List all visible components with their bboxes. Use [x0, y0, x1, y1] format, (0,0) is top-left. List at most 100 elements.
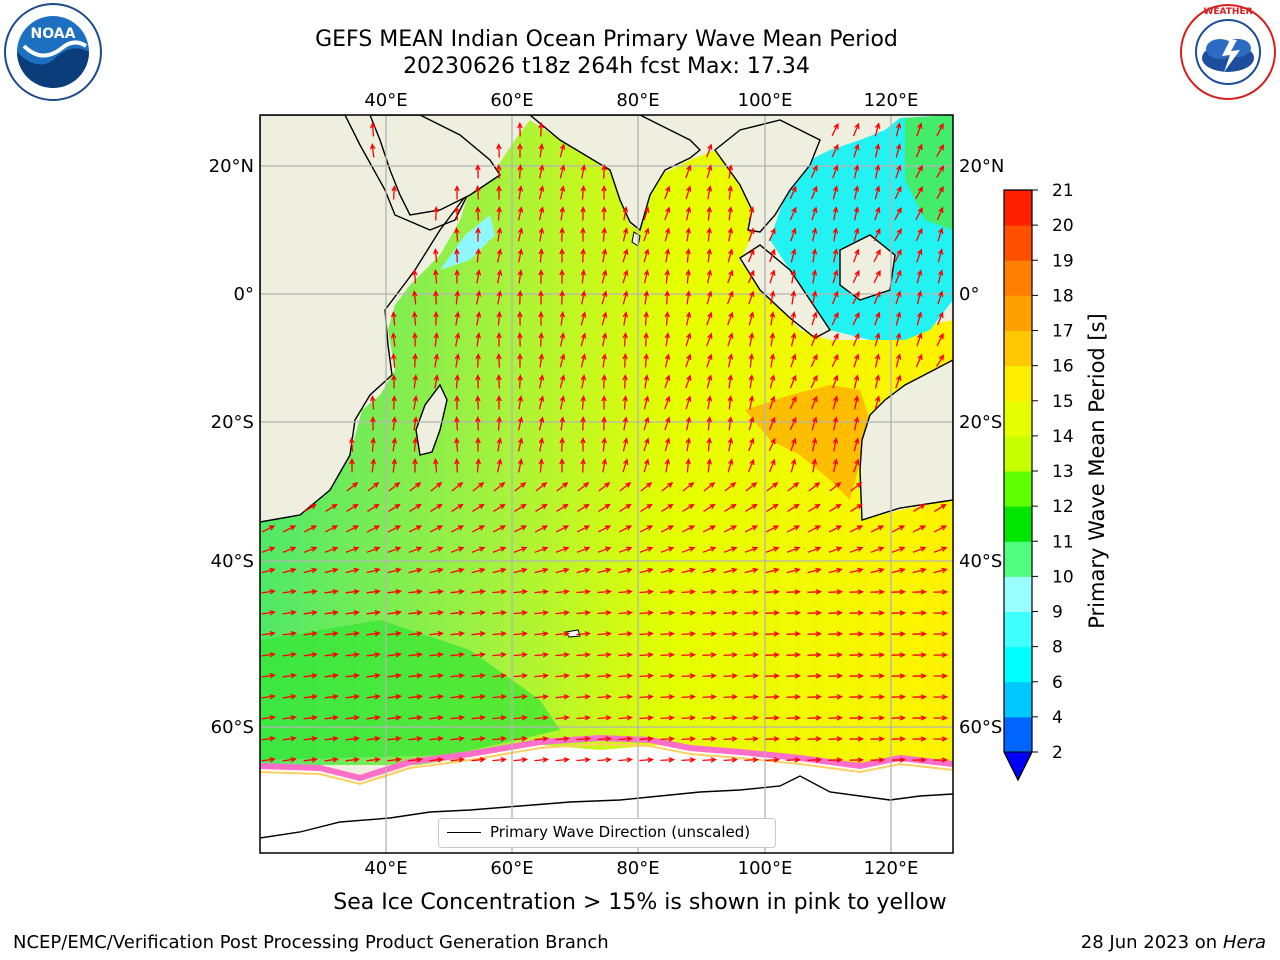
wave-direction-arrow: [387, 525, 402, 533]
wave-direction-arrow: [765, 757, 780, 763]
wave-direction-arrow: [933, 610, 949, 616]
wave-direction-arrow: [831, 332, 839, 347]
wave-direction-arrow: [643, 416, 650, 431]
wave-direction-arrow: [702, 631, 718, 637]
wave-direction-arrow: [933, 589, 949, 595]
lat-labels-right: 20°N 0° 20°S 40°S 60°S: [959, 156, 1004, 738]
wave-direction-arrow: [534, 610, 550, 616]
wave-direction-arrow: [639, 736, 655, 742]
wave-direction-arrow: [832, 416, 839, 431]
footer-machine: Hera: [1222, 932, 1266, 953]
wave-direction-arrow: [873, 248, 881, 263]
lon-label-bottom: 100°E: [738, 858, 793, 879]
wave-direction-arrow: [576, 610, 592, 616]
wave-direction-arrow: [496, 395, 502, 410]
wave-direction-arrow: [492, 693, 507, 700]
wave-direction-arrow: [681, 525, 696, 533]
wave-direction-arrow: [429, 651, 445, 658]
wave-direction-arrow: [873, 227, 881, 242]
wave-direction-arrow: [744, 567, 759, 574]
wave-direction-arrow: [475, 373, 481, 389]
wave-direction-arrow: [790, 311, 797, 326]
wave-direction-arrow: [576, 673, 592, 679]
wave-direction-arrow: [870, 694, 886, 700]
wave-direction-arrow: [664, 353, 671, 368]
wave-direction-arrow: [685, 206, 692, 221]
wave-direction-arrow: [849, 715, 865, 721]
wave-direction-arrow: [786, 652, 801, 658]
wave-direction-arrow: [408, 609, 424, 616]
wave-direction-arrow: [849, 694, 865, 700]
wave-direction-arrow: [706, 437, 713, 452]
wave-direction-arrow: [324, 546, 339, 553]
wave-direction-arrow: [664, 185, 671, 200]
colorbar-tick-label: 4: [1052, 708, 1063, 728]
wave-direction-arrow: [366, 609, 382, 616]
wave-direction-arrow: [366, 735, 382, 742]
wave-direction-arrow: [601, 353, 608, 368]
lon-label-top: 80°E: [616, 90, 659, 111]
wave-direction-arrow: [769, 353, 776, 368]
wave-direction-arrow: [618, 525, 633, 533]
lat-label-right: 0°: [959, 284, 979, 305]
wave-direction-arrow: [747, 458, 755, 473]
wave-direction-arrow: [660, 652, 676, 658]
wave-direction-arrow: [787, 482, 800, 492]
wave-direction-arrow: [706, 205, 713, 221]
wave-direction-arrow: [387, 588, 403, 595]
wave-direction-arrow: [744, 546, 759, 553]
wave-direction-arrow: [748, 227, 755, 242]
wave-direction-arrow: [559, 269, 565, 284]
wave-direction-arrow: [702, 715, 718, 721]
wave-direction-arrow: [597, 673, 613, 679]
wave-direction-arrow: [597, 715, 613, 721]
wave-direction-arrow: [261, 567, 276, 574]
wave-direction-arrow: [832, 437, 839, 452]
wave-direction-arrow: [556, 503, 569, 512]
wave-direction-arrow: [475, 332, 482, 347]
wave-direction-arrow: [261, 588, 276, 595]
wave-direction-arrow: [580, 164, 587, 179]
land-antarctica-coast: [260, 775, 953, 839]
wave-direction-arrow: [559, 332, 566, 347]
sea-ice-edge-inner: [260, 742, 953, 786]
wave-direction-arrow: [475, 353, 481, 368]
wave-direction-arrow: [811, 458, 818, 473]
wave-direction-arrow: [789, 185, 797, 200]
wave-direction-arrow: [727, 164, 734, 179]
wave-direction-arrow: [492, 525, 507, 533]
wave-direction-arrow: [450, 630, 465, 637]
wave-direction-arrow: [492, 651, 507, 658]
wave-direction-arrow: [849, 757, 865, 763]
lon-label-bottom: 80°E: [616, 858, 659, 879]
colorbar-tick-label: 19: [1052, 251, 1074, 271]
wave-direction-arrow: [345, 693, 360, 700]
wave-direction-arrow: [597, 589, 613, 595]
legend-label: Primary Wave Direction (unscaled): [490, 823, 751, 841]
wave-direction-arrow: [345, 756, 360, 763]
wave-direction-arrow: [643, 310, 649, 326]
wave-direction-arrow: [475, 416, 481, 431]
wave-direction-arrow: [370, 121, 376, 137]
wave-direction-arrow: [937, 248, 944, 263]
wave-direction-arrow: [601, 394, 607, 410]
wave-direction-arrow: [660, 525, 675, 533]
noaa-logo: NOAA: [4, 3, 102, 101]
wave-direction-arrow: [916, 122, 923, 137]
wave-direction-arrow: [891, 757, 907, 763]
wave-direction-arrow: [895, 143, 902, 158]
wave-direction-arrow: [850, 503, 863, 512]
wave-direction-arrow: [390, 332, 397, 347]
wave-direction-arrow: [618, 694, 634, 700]
wave-direction-arrow: [744, 610, 759, 616]
wave-direction-arrow: [912, 525, 927, 533]
colorbar-tick-label: 14: [1052, 427, 1074, 447]
wave-direction-arrow: [831, 353, 839, 368]
wave-direction-arrow: [723, 589, 738, 595]
wave-direction-arrow: [349, 436, 355, 452]
wave-direction-arrow: [870, 673, 886, 679]
wave-direction-arrow: [345, 672, 360, 679]
wave-direction-arrow: [828, 736, 843, 742]
wave-direction-arrow: [513, 567, 528, 574]
wave-direction-arrow: [744, 589, 759, 595]
